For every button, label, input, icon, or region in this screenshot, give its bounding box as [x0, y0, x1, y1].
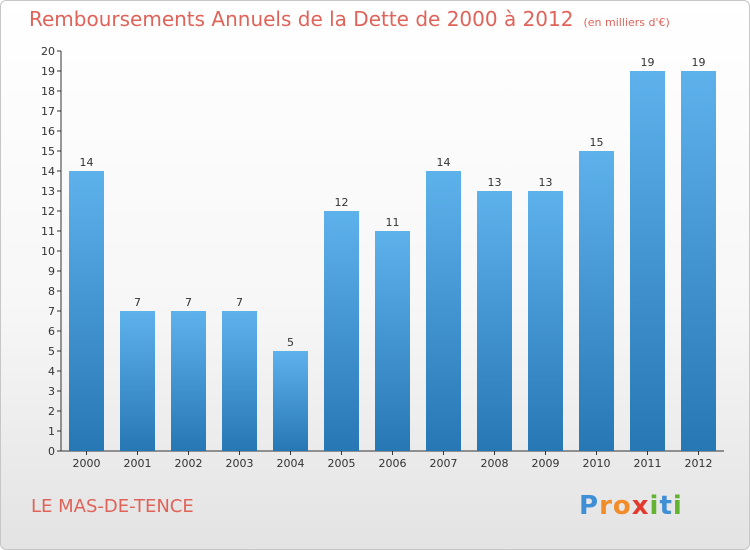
bar [69, 171, 104, 451]
data-label: 7 [185, 296, 192, 309]
y-tick-label: 11 [41, 225, 55, 238]
logo-letter: i [649, 491, 660, 521]
data-label: 19 [641, 56, 655, 69]
y-tick-label: 0 [48, 445, 55, 458]
data-label: 12 [335, 196, 349, 209]
y-tick-label: 3 [48, 385, 55, 398]
bar [579, 151, 614, 451]
logo-letter: t [659, 491, 673, 521]
y-tick-label: 17 [41, 105, 55, 118]
y-tick-label: 14 [41, 165, 55, 178]
data-label: 5 [287, 336, 294, 349]
bar [324, 211, 359, 451]
city-name: LE MAS-DE-TENCE [31, 496, 194, 517]
proxiti-logo: Proxiti [579, 491, 683, 521]
x-tick-label: 2011 [634, 457, 662, 470]
y-tick-label: 16 [41, 125, 55, 138]
logo-letter: x [631, 491, 650, 521]
y-tick-label: 15 [41, 145, 55, 158]
bar [273, 351, 308, 451]
y-tick-label: 7 [48, 305, 55, 318]
y-tick-label: 19 [41, 65, 55, 78]
y-tick-label: 1 [48, 425, 55, 438]
data-label: 13 [539, 176, 553, 189]
data-label: 7 [236, 296, 243, 309]
x-tick-label: 2001 [124, 457, 152, 470]
chart-title-text: Remboursements Annuels de la Dette de 20… [29, 7, 574, 31]
bar [171, 311, 206, 451]
logo-letter: i [672, 491, 683, 521]
y-tick-label: 18 [41, 85, 55, 98]
x-tick-label: 2005 [328, 457, 356, 470]
y-tick-label: 20 [41, 45, 55, 58]
y-tick-label: 10 [41, 245, 55, 258]
data-label: 14 [80, 156, 94, 169]
bar [375, 231, 410, 451]
data-label: 19 [692, 56, 706, 69]
bar [426, 171, 461, 451]
logo-letter: o [612, 491, 632, 521]
x-tick-label: 2012 [685, 457, 713, 470]
y-tick-label: 8 [48, 285, 55, 298]
y-tick-label: 6 [48, 325, 55, 338]
data-label: 11 [386, 216, 400, 229]
y-tick-label: 9 [48, 265, 55, 278]
x-tick-label: 2004 [277, 457, 305, 470]
y-tick-label: 12 [41, 205, 55, 218]
data-label: 14 [437, 156, 451, 169]
bar [528, 191, 563, 451]
y-tick-label: 4 [48, 365, 55, 378]
logo-letter: P [579, 491, 600, 521]
bar [630, 71, 665, 451]
data-label: 15 [590, 136, 604, 149]
x-tick-label: 2006 [379, 457, 407, 470]
y-tick-label: 5 [48, 345, 55, 358]
x-tick-label: 2010 [583, 457, 611, 470]
bar [120, 311, 155, 451]
bar [681, 71, 716, 451]
data-label: 7 [134, 296, 141, 309]
chart-subtitle: (en milliers d'€) [583, 16, 670, 29]
x-tick-label: 2007 [430, 457, 458, 470]
bar [222, 311, 257, 451]
x-tick-label: 2002 [175, 457, 203, 470]
y-tick-label: 2 [48, 405, 55, 418]
chart-title: Remboursements Annuels de la Dette de 20… [29, 7, 670, 31]
x-tick-label: 2003 [226, 457, 254, 470]
data-label: 13 [488, 176, 502, 189]
x-tick-label: 2000 [73, 457, 101, 470]
x-tick-label: 2009 [532, 457, 560, 470]
y-tick-label: 13 [41, 185, 55, 198]
bar [477, 191, 512, 451]
logo-letter: r [599, 491, 613, 521]
x-tick-label: 2008 [481, 457, 509, 470]
